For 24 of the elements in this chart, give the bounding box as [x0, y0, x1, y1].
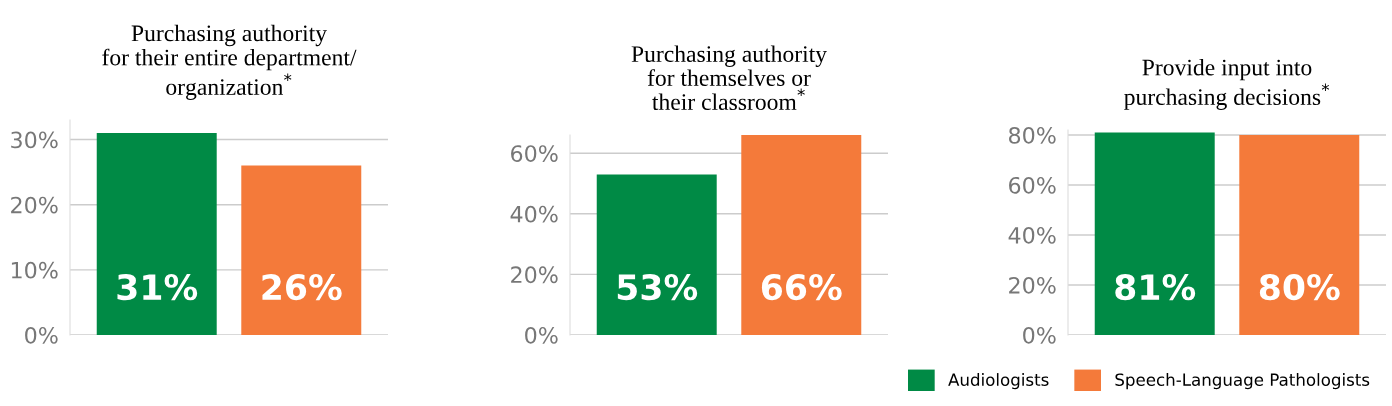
- y-tick-label: 80%: [1009, 126, 1056, 144]
- chart-title: Purchasing authority for themselves or their classroom$^{*}$: [631, 45, 827, 111]
- y-tick-label: 40%: [1008, 226, 1056, 244]
- chart-title: Purchasing authority for their entire department/ organization$^{*}$: [102, 24, 357, 100]
- y-tick-label: 30%: [11, 131, 58, 149]
- data-label: 31%: [117, 274, 198, 301]
- y-tick-label: 0%: [25, 326, 58, 344]
- y-tick-label: 20%: [11, 196, 58, 214]
- data-label: 26%: [262, 274, 342, 301]
- y-tick-label: 20%: [1009, 276, 1056, 294]
- data-label: 66%: [761, 274, 842, 301]
- data-label: 53%: [617, 274, 698, 301]
- data-label: 80%: [1259, 274, 1340, 301]
- y-tick-label: 10%: [11, 261, 58, 279]
- y-tick-label: 40%: [510, 205, 558, 223]
- y-tick-label: 20%: [511, 266, 558, 284]
- chart-title: Provide input into purchasing decisions$^{*}$: [1124, 58, 1330, 110]
- y-tick-label: 60%: [1009, 176, 1056, 194]
- legend-label: Speech-Language Pathologists: [1115, 373, 1370, 390]
- y-tick-label: 60%: [511, 145, 558, 162]
- legend-label: Audiologists: [948, 373, 1049, 390]
- y-tick-label: 0%: [1023, 326, 1056, 344]
- data-label: 81%: [1115, 274, 1196, 301]
- y-tick-label: 0%: [525, 326, 558, 344]
